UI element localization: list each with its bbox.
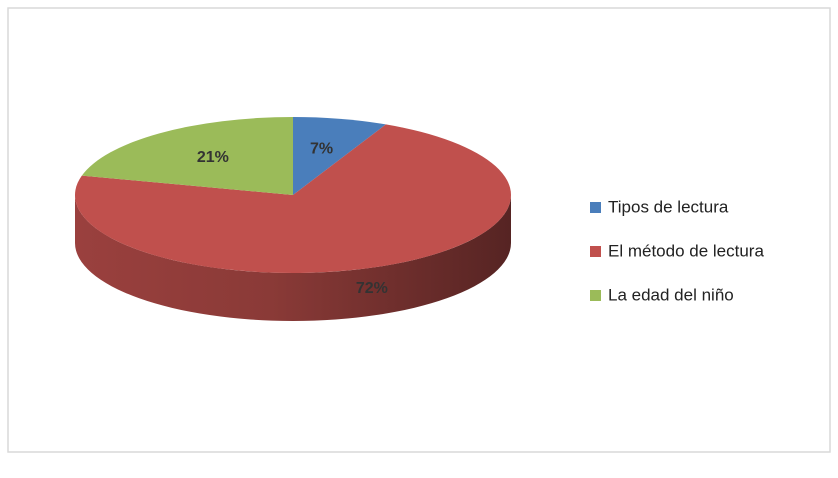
pie-slice <box>81 117 293 195</box>
pie-slice <box>293 117 386 195</box>
legend-label: El método de lectura <box>608 241 764 260</box>
legend-swatch <box>590 202 601 213</box>
data-label: 72% <box>356 280 388 297</box>
pie-slice <box>74 124 511 273</box>
data-label: 21% <box>197 149 229 166</box>
legend-swatch <box>590 290 601 301</box>
legend-label: La edad del niño <box>608 285 734 304</box>
legend-swatch <box>590 246 601 257</box>
data-label: 7% <box>310 141 333 158</box>
legend-label: Tipos de lectura <box>608 197 729 216</box>
pie-side <box>75 195 511 321</box>
